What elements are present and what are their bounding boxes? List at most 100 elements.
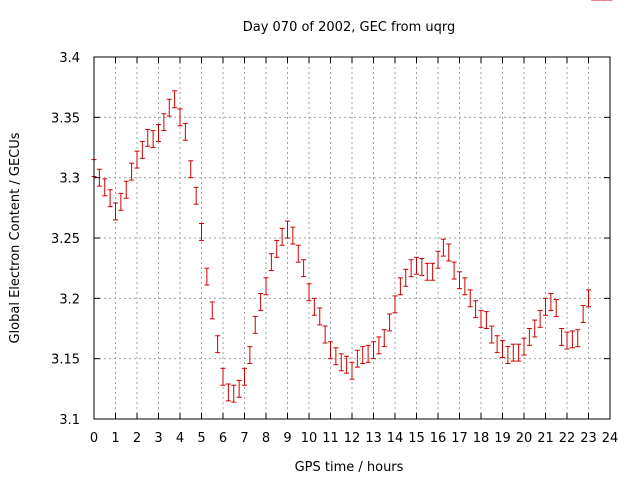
x-tick-label: 1 <box>111 431 119 446</box>
x-tick-label: 10 <box>301 431 318 446</box>
x-tick-label: 13 <box>365 431 382 446</box>
grid-lines <box>94 57 610 419</box>
data-point <box>333 347 339 366</box>
y-tick-label: 3.3 <box>59 172 80 187</box>
data-point <box>408 259 414 278</box>
y-tick-label: 3.4 <box>59 51 80 66</box>
y-tick-label: 3.2 <box>59 292 80 307</box>
data-point <box>123 180 129 199</box>
data-point <box>414 256 419 275</box>
data-point <box>564 331 570 350</box>
x-tick-label: 16 <box>430 431 447 446</box>
x-axis-label: GPS time / hours <box>295 460 404 475</box>
x-tick-label: 19 <box>494 431 511 446</box>
data-point <box>161 113 167 132</box>
data-point <box>483 311 489 329</box>
data-point <box>317 307 323 326</box>
data-point <box>295 244 301 263</box>
data-point <box>446 243 452 262</box>
data-point <box>199 223 204 241</box>
data-point <box>376 336 382 355</box>
y-tick-label: 3.35 <box>51 111 80 126</box>
data-point <box>473 300 479 319</box>
data-point <box>349 361 355 380</box>
y-axis-label: Global Electron Content / GECUs <box>8 132 23 343</box>
x-tick-label: 2 <box>133 431 141 446</box>
data-point <box>338 353 344 372</box>
x-tick-label: 8 <box>262 431 270 446</box>
data-point <box>279 227 285 246</box>
data-point <box>478 309 484 328</box>
data-point <box>113 202 118 221</box>
data-point <box>225 383 231 402</box>
data-point <box>365 344 371 363</box>
data-point <box>467 289 473 308</box>
data-point <box>387 313 393 332</box>
data-point <box>322 325 328 344</box>
data-point <box>182 122 188 141</box>
data-point <box>156 124 161 142</box>
data-point <box>360 346 366 364</box>
data-point <box>236 379 242 398</box>
x-tick-label: 3 <box>154 431 162 446</box>
data-point <box>419 258 425 276</box>
data-point <box>220 367 226 386</box>
x-tick-label: 9 <box>283 431 291 446</box>
data-points <box>91 0 613 403</box>
x-tick-label: 15 <box>408 431 425 446</box>
data-point <box>505 346 511 364</box>
data-point <box>548 293 554 311</box>
x-tick-label: 24 <box>602 431 619 446</box>
data-point <box>424 262 430 281</box>
data-point <box>252 315 258 334</box>
x-tick-label: 17 <box>451 431 468 446</box>
data-point <box>575 329 581 348</box>
data-point <box>521 337 527 356</box>
data-point <box>344 355 350 374</box>
data-point <box>188 160 194 179</box>
axis-ticks: 0 1 2 3 4 5 6 7 8 9 10 11 12 13 14 15 16 17 18 19 20 21 22 23 24… <box>51 51 618 446</box>
x-tick-label: 7 <box>240 431 248 446</box>
data-point <box>242 367 247 386</box>
data-point <box>569 330 575 349</box>
data-point <box>274 239 280 258</box>
data-point <box>457 271 462 290</box>
data-point <box>526 328 532 346</box>
data-point <box>290 226 296 245</box>
y-tick-label: 3.1 <box>59 413 80 428</box>
data-point <box>139 140 145 159</box>
x-tick-label: 12 <box>344 431 361 446</box>
data-point <box>204 267 210 286</box>
data-point <box>559 328 565 346</box>
data-point <box>381 329 387 348</box>
data-point <box>510 343 516 362</box>
data-point <box>403 268 409 287</box>
data-point <box>586 289 591 308</box>
data-point <box>301 259 307 278</box>
data-point <box>166 98 172 117</box>
x-tick-label: 0 <box>90 431 98 446</box>
data-point <box>311 297 317 316</box>
data-point <box>371 341 376 360</box>
x-tick-label: 20 <box>516 431 533 446</box>
data-point <box>543 297 548 316</box>
data-point <box>516 343 522 362</box>
data-point <box>532 319 538 338</box>
data-point <box>193 186 199 205</box>
y-tick-label: 3.15 <box>51 353 80 368</box>
data-point <box>102 178 108 197</box>
data-point <box>258 293 264 311</box>
data-point <box>354 349 360 368</box>
x-tick-label: 18 <box>473 431 490 446</box>
data-point <box>215 335 221 354</box>
x-tick-label: 5 <box>197 431 205 446</box>
data-point <box>129 162 135 181</box>
data-point <box>134 150 140 169</box>
data-point <box>489 325 495 344</box>
x-tick-label: 14 <box>387 431 404 446</box>
x-tick-label: 6 <box>219 431 227 446</box>
data-point <box>462 277 468 296</box>
x-tick-label: 4 <box>176 431 184 446</box>
data-point <box>231 384 237 403</box>
